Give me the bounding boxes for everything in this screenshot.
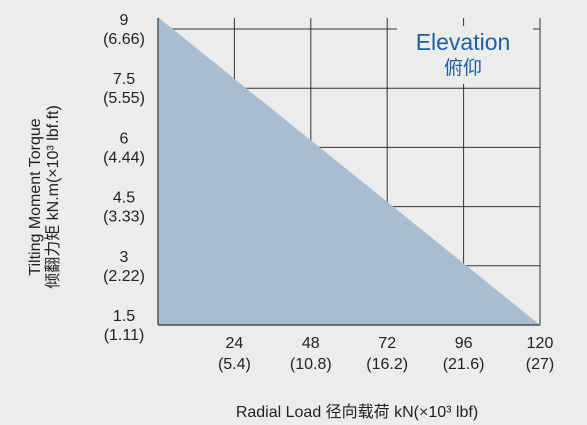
y-tick-label: 6 xyxy=(120,130,129,147)
load-capacity-area xyxy=(158,17,540,325)
x-tick-label: 72 xyxy=(378,335,396,352)
y-tick-label: 3 xyxy=(120,249,129,266)
x-tick-sublabel: (21.6) xyxy=(443,356,485,373)
x-tick-label: 48 xyxy=(302,335,320,352)
x-axis-label: Radial Load 径向载荷 kN(×10³ lbf) xyxy=(236,403,478,421)
y-tick-label: 1.5 xyxy=(113,308,135,325)
x-tick-sublabel: (27) xyxy=(526,356,554,373)
y-tick-sublabel: (2.22) xyxy=(103,268,145,285)
x-tick-sublabel: (5.4) xyxy=(218,356,251,373)
tick-labels: 1.5 (1.11) 3 (2.22) 4.5 (3.33) 6 (4.44) 7.5 (5.55… xyxy=(103,12,554,373)
y-tick-sublabel: (4.44) xyxy=(103,149,145,166)
y-tick-sublabel: (6.66) xyxy=(103,31,145,48)
x-tick-label: 120 xyxy=(527,335,554,352)
y-axis-label: Tilting Moment Torque xyxy=(27,118,44,276)
chart-title: Elevation xyxy=(416,29,511,55)
y-tick-sublabel: (3.33) xyxy=(103,209,145,226)
y-tick-label: 9 xyxy=(120,12,129,29)
x-tick-label: 96 xyxy=(455,335,473,352)
x-tick-sublabel: (16.2) xyxy=(366,356,408,373)
y-tick-sublabel: (1.11) xyxy=(104,327,145,344)
title-background xyxy=(397,26,533,84)
x-tick-sublabel: (10.8) xyxy=(290,356,332,373)
y-tick-label: 4.5 xyxy=(113,190,135,207)
x-tick-label: 24 xyxy=(226,335,244,352)
y-tick-label: 7.5 xyxy=(113,71,135,88)
y-axis-label-cn: 倾翻力矩 kN.m(×10³ lbf.ft) xyxy=(44,105,62,289)
chart-title-cn: 俯仰 xyxy=(444,57,482,79)
y-tick-sublabel: (5.55) xyxy=(103,90,145,107)
axes xyxy=(157,18,540,326)
